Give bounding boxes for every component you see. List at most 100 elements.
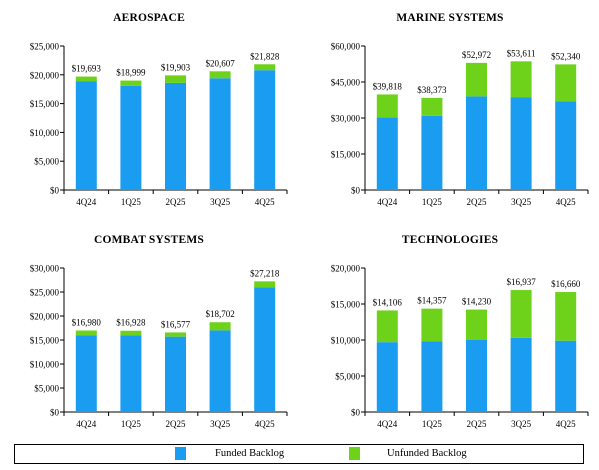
bar-total-label: $19,903 <box>161 62 191 72</box>
bar-funded <box>209 78 231 190</box>
bar-funded <box>75 335 97 412</box>
x-tick-label: 4Q25 <box>556 419 576 429</box>
bar-unfunded <box>421 97 443 116</box>
bar-total-label: $16,577 <box>161 319 191 329</box>
y-tick-label: $15,000 <box>331 150 361 160</box>
x-tick-label: 3Q25 <box>511 197 531 207</box>
bar-total-label: $52,340 <box>551 51 581 61</box>
y-tick-label: $25,000 <box>30 288 60 298</box>
technologies-chart-svg: $0 $5,000 $10,000 $15,000 $20,000 $14,106 4Q24… <box>331 264 589 429</box>
bar-total-label: $53,611 <box>507 48 536 58</box>
bar-total-label: $16,928 <box>116 318 146 328</box>
y-tick-label: $0 <box>50 186 60 196</box>
x-tick-label: 2Q25 <box>467 419 487 429</box>
bar-funded <box>75 81 97 190</box>
bar-unfunded <box>510 61 532 98</box>
y-tick-label: $10,000 <box>331 336 361 346</box>
x-tick-label: 4Q24 <box>377 419 397 429</box>
bar-funded <box>466 340 487 412</box>
x-tick-label: 3Q25 <box>210 197 230 207</box>
bar-funded <box>165 336 186 412</box>
bar-unfunded <box>466 309 487 340</box>
y-tick-label: $10,000 <box>30 360 60 370</box>
x-tick-label: 1Q25 <box>121 419 141 429</box>
marine-systems-chart: MARINE SYSTEMS $0 $15,000 $30,000 $45,000 $6… <box>305 8 595 218</box>
x-tick-label: 1Q25 <box>422 197 442 207</box>
x-tick-label: 4Q25 <box>255 197 275 207</box>
chart-title: TECHNOLOGIES <box>401 234 499 246</box>
bar-unfunded <box>466 62 487 97</box>
x-tick-label: 4Q25 <box>255 419 275 429</box>
bar-unfunded <box>75 330 97 336</box>
y-tick-label: $20,000 <box>30 70 60 80</box>
y-tick-label: $20,000 <box>331 264 361 274</box>
bar-unfunded <box>165 75 186 83</box>
y-tick-label: $15,000 <box>30 99 60 109</box>
bar-total-label: $27,218 <box>250 268 280 278</box>
bar-funded <box>120 85 142 190</box>
bar-unfunded <box>75 76 97 82</box>
bar-unfunded <box>120 330 142 336</box>
x-tick-label: 4Q24 <box>76 197 96 207</box>
y-tick-label: $30,000 <box>30 264 60 274</box>
y-tick-label: $60,000 <box>331 42 361 52</box>
aerospace-chart-svg: $0 $5,000 $10,000 $15,000 $20,000 $25,000 $19,… <box>30 42 288 207</box>
bar-funded <box>510 337 532 412</box>
bar-total-label: $14,106 <box>373 297 403 307</box>
combat-systems-chart-svg: $0 $5,000 $10,000 $15,000 $20,000 $25,000 $30,… <box>30 264 288 429</box>
bar-unfunded <box>209 71 231 79</box>
y-tick-label: $30,000 <box>331 114 361 124</box>
bar-total-label: $18,999 <box>116 68 146 78</box>
bar-unfunded <box>254 64 276 71</box>
bar-total-label: $14,357 <box>417 296 447 306</box>
bar-total-label: $14,230 <box>462 297 492 307</box>
bar-funded <box>421 341 443 412</box>
bar-unfunded <box>510 290 532 338</box>
bar-unfunded <box>376 94 398 118</box>
bar-funded <box>120 335 142 412</box>
bar-total-label: $19,693 <box>72 64 102 74</box>
x-tick-label: 3Q25 <box>210 419 230 429</box>
x-tick-label: 3Q25 <box>511 419 531 429</box>
bar-unfunded <box>376 310 398 343</box>
bar-unfunded <box>120 80 142 86</box>
bar-funded <box>165 82 186 190</box>
legend-label-unfunded: Unfunded Backlog <box>387 448 467 459</box>
y-tick-label: $45,000 <box>331 78 361 88</box>
bar-unfunded <box>254 281 276 288</box>
y-tick-label: $5,000 <box>34 384 59 394</box>
y-tick-label: $0 <box>351 408 361 418</box>
legend-label-funded: Funded Backlog <box>215 448 285 459</box>
bar-funded <box>254 70 276 190</box>
bar-total-label: $39,818 <box>373 81 403 91</box>
y-tick-label: $0 <box>50 408 60 418</box>
bar-unfunded <box>165 332 186 337</box>
bar-funded <box>510 97 532 190</box>
x-tick-label: 4Q24 <box>377 197 397 207</box>
marine-systems-chart-svg: $0 $15,000 $30,000 $45,000 $60,000 $39,818 4Q2… <box>331 42 589 207</box>
x-tick-label: 2Q25 <box>166 197 186 207</box>
bar-funded <box>466 96 487 190</box>
y-tick-label: $15,000 <box>331 300 361 310</box>
bar-funded <box>376 342 398 412</box>
y-tick-label: $10,000 <box>30 128 60 138</box>
combat-systems-chart: COMBAT SYSTEMS $0 $5,000 $10,000 $15,000 $20… <box>4 230 294 440</box>
x-tick-label: 4Q24 <box>76 419 96 429</box>
x-tick-label: 1Q25 <box>422 419 442 429</box>
chart-title: MARINE SYSTEMS <box>396 12 504 24</box>
legend-swatch-unfunded <box>349 447 360 460</box>
bar-unfunded <box>555 292 577 341</box>
y-tick-label: $5,000 <box>34 157 59 167</box>
technologies-chart: TECHNOLOGIES $0 $5,000 $10,000 $15,000 $20,0… <box>305 230 595 440</box>
y-tick-label: $25,000 <box>30 42 60 52</box>
x-tick-label: 2Q25 <box>467 197 487 207</box>
bar-total-label: $16,660 <box>551 279 581 289</box>
bar-funded <box>209 330 231 412</box>
bar-total-label: $21,828 <box>250 51 280 61</box>
chart-title: AEROSPACE <box>113 12 185 24</box>
legend-swatch-funded <box>175 447 186 460</box>
bar-funded <box>421 115 443 190</box>
bar-total-label: $16,980 <box>72 317 102 327</box>
x-tick-label: 2Q25 <box>166 419 186 429</box>
bar-unfunded <box>421 308 443 342</box>
